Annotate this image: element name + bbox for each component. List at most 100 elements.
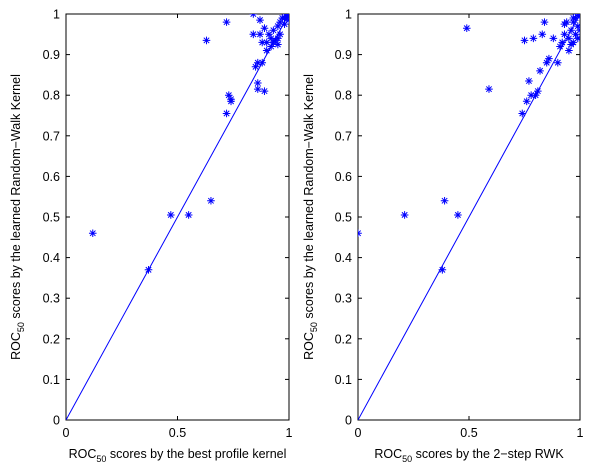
- data-point-left-32: [276, 30, 284, 39]
- data-point-left-12: [249, 30, 258, 39]
- y-tick-label: 0.7: [335, 129, 352, 143]
- data-point-left-30: [274, 34, 282, 43]
- y-tick-label: 0.1: [43, 373, 60, 387]
- data-point-right-13: [531, 91, 540, 99]
- data-point-right-30: [569, 18, 578, 26]
- data-point-right-16: [538, 30, 547, 39]
- y-tick-label: 0.9: [43, 48, 60, 62]
- data-point-right-21: [554, 58, 562, 67]
- data-point-left-28: [269, 26, 278, 35]
- data-point-right-35: [573, 22, 580, 30]
- y-axis-label-left: ROC50 scores by the learned Random−Walk …: [9, 74, 26, 360]
- data-point-left-33: [276, 18, 284, 26]
- y-tick-label: 0.6: [335, 170, 352, 184]
- data-point-right-9: [522, 97, 531, 106]
- data-point-right-38: [567, 40, 575, 49]
- data-point-left-13: [251, 62, 260, 71]
- data-point-right-40: [576, 26, 580, 35]
- data-point-left-2: [167, 211, 175, 219]
- data-point-left-36: [280, 20, 289, 28]
- data-point-right-12: [529, 34, 538, 43]
- data-point-left-9: [222, 109, 231, 118]
- data-point-right-1: [400, 211, 409, 219]
- y-tick-label: 0.5: [335, 211, 352, 225]
- y-tick-label: 0.8: [43, 89, 60, 103]
- x-tick-label: 1: [577, 426, 584, 440]
- y-axis-ticks-left: 0 0.1 0.2 0.3 0.4 0.5 0.6 0.7 0.8 0.9 1: [43, 8, 289, 428]
- data-point-left-18: [258, 38, 267, 47]
- data-point-right-37: [576, 14, 580, 18]
- scatter-panel-right: 0 0.1 0.2 0.3 0.4 0.5 0.6 0.7 0.8 0.9 1 0 0.5 1 ROC5…: [302, 8, 584, 465]
- y-tick-label: 1: [53, 8, 60, 22]
- data-point-right-0: [358, 229, 362, 238]
- y-axis-ticks-right: 0 0.1 0.2 0.3 0.4 0.5 0.6 0.7 0.8 0.9 1: [335, 8, 580, 428]
- data-point-left-23: [262, 46, 271, 55]
- y-tick-label: 0.3: [43, 292, 60, 306]
- data-point-left-10: [227, 97, 235, 106]
- data-point-right-3: [440, 196, 449, 205]
- data-point-left-16: [253, 58, 262, 67]
- y-tick-label: 0: [345, 414, 352, 428]
- y-tick-label: 0.4: [43, 251, 60, 265]
- data-point-left-25: [267, 42, 275, 51]
- y-tick-label: 0.3: [335, 292, 352, 306]
- data-point-right-10: [525, 77, 533, 85]
- data-point-left-43: [274, 40, 282, 49]
- data-point-left-4: [207, 196, 215, 205]
- data-point-right-19: [545, 54, 553, 63]
- data-point-left-14: [253, 79, 262, 87]
- data-point-left-42: [256, 30, 264, 39]
- data-point-left-20: [260, 87, 269, 95]
- data-point-right-5: [462, 24, 471, 33]
- data-point-left-11: [249, 14, 258, 18]
- data-point-left-21: [260, 24, 269, 33]
- y-tick-label: 0.7: [43, 129, 60, 143]
- y-tick-label: 1: [345, 8, 352, 22]
- data-point-left-1: [144, 265, 153, 274]
- data-point-right-15: [536, 67, 544, 75]
- x-axis-label-right: ROC50 scores by the 2−step RWK: [374, 447, 564, 464]
- data-point-right-22: [556, 42, 564, 51]
- y-tick-label: 0.2: [43, 332, 60, 346]
- data-point-left-5: [202, 36, 211, 45]
- y-axis-label-right: ROC50 scores by the learned Random−Walk …: [302, 74, 319, 360]
- data-point-right-33: [571, 30, 580, 39]
- data-point-right-39: [573, 34, 580, 43]
- data-point-right-41: [569, 14, 578, 22]
- data-point-right-6: [485, 85, 493, 93]
- y-tick-label: 0.9: [335, 48, 352, 62]
- y-tick-label: 0.8: [335, 89, 352, 103]
- data-point-left-15: [253, 85, 262, 93]
- data-points-left: [88, 14, 289, 274]
- data-point-right-4: [454, 211, 462, 219]
- data-point-left-22: [262, 38, 271, 47]
- data-point-right-24: [560, 30, 569, 39]
- y-tick-label: 0.6: [43, 170, 60, 184]
- data-point-left-3: [184, 211, 193, 219]
- x-tick-label: 0.5: [169, 426, 186, 440]
- data-point-left-31: [274, 22, 282, 30]
- y-tick-label: 0.2: [335, 332, 352, 346]
- data-point-right-27: [565, 46, 573, 55]
- data-point-right-23: [558, 38, 567, 47]
- data-points-right: [358, 14, 580, 274]
- data-point-left-41: [282, 14, 289, 20]
- y-tick-label: 0: [53, 414, 60, 428]
- data-point-right-20: [549, 34, 558, 43]
- y-tick-label: 0.4: [335, 251, 352, 265]
- diagonal-line-left: [66, 14, 289, 420]
- data-point-right-2: [438, 265, 447, 274]
- data-point-right-11: [527, 91, 535, 99]
- data-point-left-0: [88, 229, 97, 238]
- y-tick-label: 0.1: [335, 373, 352, 387]
- y-tick-label: 0.5: [43, 211, 60, 225]
- data-point-right-8: [520, 36, 529, 45]
- x-tick-label: 0.5: [460, 426, 477, 440]
- x-axis-label-left: ROC50 scores by the best profile kernel: [69, 447, 287, 464]
- data-point-right-26: [562, 18, 571, 26]
- data-point-left-17: [256, 16, 264, 24]
- x-axis-ticks-right: 0 0.5 1: [355, 14, 584, 440]
- data-point-right-18: [542, 58, 551, 67]
- data-point-left-7: [224, 91, 233, 99]
